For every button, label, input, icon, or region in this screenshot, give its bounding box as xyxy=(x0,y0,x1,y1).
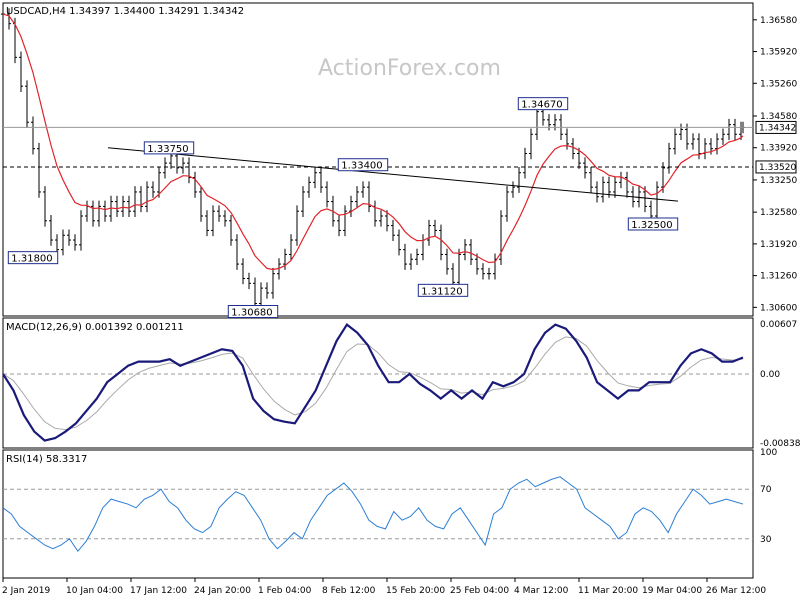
price-y-tick-label: 1.31920 xyxy=(760,240,797,250)
x-tick-label: 17 Jan 12:00 xyxy=(130,586,187,596)
price-y-tick-label: 1.34580 xyxy=(760,112,797,122)
macd-layer xyxy=(2,322,753,442)
price-title: USDCAD,H4 1.34397 1.34400 1.34291 1.3434… xyxy=(6,6,244,17)
axis-layer: 1.36580 1.35920 1.35260 1.34580 1.33920 1.332… xyxy=(2,16,800,596)
annotation-box xyxy=(517,97,569,111)
macd-panel xyxy=(2,317,754,449)
rsi-y-tick-label: 100 xyxy=(760,448,777,458)
annotation-label: 1.31800 xyxy=(11,254,52,265)
x-tick-label: 19 Mar 04:00 xyxy=(642,586,702,596)
moving-average-line xyxy=(2,13,744,271)
macd-y-tick-label: 0.00 xyxy=(760,370,780,380)
price-y-tick-label: 1.31260 xyxy=(760,272,797,282)
trendline xyxy=(107,147,679,202)
rsi-line xyxy=(2,476,744,553)
current-price-label: 1.34342 xyxy=(759,123,796,133)
current-price-box xyxy=(755,120,797,134)
annotation-box xyxy=(337,158,389,172)
price-y-tick-label: 1.30600 xyxy=(760,303,797,313)
x-tick-label: 24 Jan 20:00 xyxy=(194,586,251,596)
price-layer: 1.31800 1.33750 1.30680 1.33400 1.31120 1.346… xyxy=(1,8,753,318)
annotation-label: 1.31120 xyxy=(421,286,462,297)
annotation-label: 1.33750 xyxy=(147,144,188,155)
x-tick-label: 2 Jan 2019 xyxy=(2,586,50,596)
x-tick-label: 10 Jan 04:00 xyxy=(66,586,123,596)
rsi-title: RSI(14) 58.3317 xyxy=(6,454,87,465)
reference-label: 1.33520 xyxy=(759,163,796,173)
reference-label-box xyxy=(755,160,797,174)
price-y-tick-label: 1.32580 xyxy=(760,208,797,218)
x-tick-label: 8 Feb 12:00 xyxy=(322,586,376,596)
macd-title: MACD(12,26,9) 0.001392 0.001211 xyxy=(6,322,184,333)
rsi-panel xyxy=(2,449,754,579)
rsi-y-tick-label: 30 xyxy=(760,535,772,545)
x-tick-label: 1 Feb 04:00 xyxy=(258,586,312,596)
annotation-box xyxy=(7,251,59,265)
price-y-tick-label: 1.35920 xyxy=(760,48,797,58)
macd-signal-line xyxy=(2,336,744,431)
x-tick-label: 26 Mar 12:00 xyxy=(706,586,766,596)
annotation-box xyxy=(417,283,469,297)
x-tick-label: 4 Mar 12:00 xyxy=(514,586,569,596)
price-y-tick-label: 1.33250 xyxy=(760,176,797,186)
x-tick-label: 25 Feb 04:00 xyxy=(450,586,509,596)
annotation-box xyxy=(143,141,195,155)
watermark: ActionForex.com xyxy=(318,56,501,81)
x-tick-label: 11 Mar 20:00 xyxy=(578,586,638,596)
annotation-box xyxy=(627,217,679,231)
price-y-tick-label: 1.33920 xyxy=(760,144,797,154)
price-y-tick-label: 1.36580 xyxy=(760,16,797,26)
rsi-layer xyxy=(2,476,753,553)
macd-line xyxy=(2,322,744,442)
annotation-label: 1.33400 xyxy=(341,161,382,172)
annotation-label: 1.32500 xyxy=(631,220,672,231)
annotation-label: 1.34670 xyxy=(521,100,562,111)
annotation-label: 1.30680 xyxy=(231,307,272,318)
macd-y-tick-label: 0.00607 xyxy=(760,320,797,330)
price-y-tick-label: 1.35260 xyxy=(760,79,797,89)
rsi-y-tick-label: 70 xyxy=(760,485,772,495)
annotation-box xyxy=(227,304,279,318)
x-tick-label: 15 Feb 20:00 xyxy=(386,586,445,596)
